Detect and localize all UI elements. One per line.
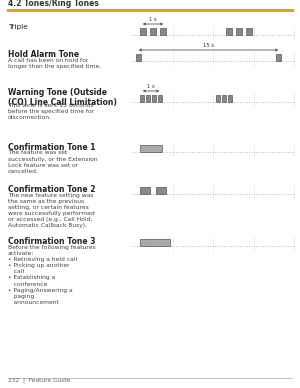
Bar (226, 28, 232, 35)
Text: 1 s: 1 s (149, 17, 157, 22)
Text: A call has been on hold for
longer than the specified time.: A call has been on hold for longer than … (8, 57, 101, 69)
Bar (150, 28, 156, 35)
Bar (136, 54, 141, 61)
Bar (146, 95, 150, 102)
Text: Warning Tone (Outside
(CO) Line Call Limitation): Warning Tone (Outside (CO) Line Call Lim… (8, 88, 117, 107)
Text: 15 s: 15 s (203, 43, 214, 48)
Text: Triple: Triple (8, 24, 28, 30)
Bar (140, 95, 144, 102)
Bar (152, 95, 156, 102)
Bar (216, 95, 220, 102)
Bar (276, 54, 281, 61)
Text: Confirmation Tone 2: Confirmation Tone 2 (8, 185, 95, 194)
Bar (140, 145, 162, 152)
Bar (140, 239, 170, 246)
Text: The feature was set
successfully, or the Extension
Lock feature was set or
cance: The feature was set successfully, or the… (8, 151, 97, 174)
Bar (228, 95, 232, 102)
Bar (140, 28, 146, 35)
Bar (222, 95, 226, 102)
Text: Confirmation Tone 1: Confirmation Tone 1 (8, 143, 95, 152)
Bar (246, 28, 252, 35)
Bar (158, 95, 162, 102)
Bar (140, 187, 150, 194)
Text: Hold Alarm Tone: Hold Alarm Tone (8, 50, 79, 59)
Text: Before the following features
activate:
• Retrieving a held call
• Picking up an: Before the following features activate: … (8, 244, 96, 305)
Text: 232  |  Feature Guide: 232 | Feature Guide (8, 378, 70, 383)
Text: This tone is sent 15 seconds
before the specified time for
disconnection.: This tone is sent 15 seconds before the … (8, 103, 94, 120)
Bar (160, 28, 166, 35)
Bar (236, 28, 242, 35)
Text: The new feature setting was
the same as the previous
setting, or certain feature: The new feature setting was the same as … (8, 192, 95, 229)
Text: Confirmation Tone 3: Confirmation Tone 3 (8, 237, 95, 246)
Text: 4.2 Tones/Ring Tones: 4.2 Tones/Ring Tones (8, 0, 99, 8)
Text: 1 s: 1 s (147, 84, 155, 89)
Bar (156, 187, 166, 194)
